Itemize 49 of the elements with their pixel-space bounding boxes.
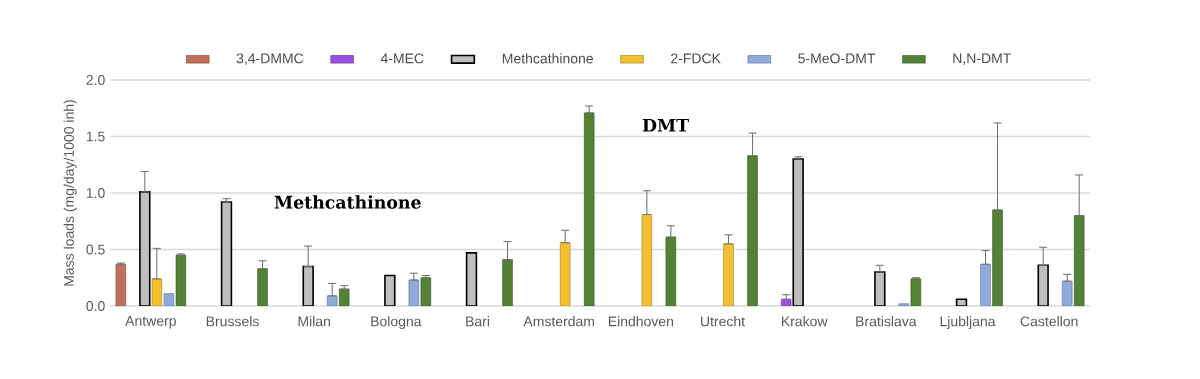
bar xyxy=(910,278,922,306)
bar xyxy=(980,263,991,306)
x-tick-label: Bratislava xyxy=(856,316,917,327)
bar xyxy=(747,155,758,306)
x-tick-label: Milan xyxy=(298,316,330,327)
x-tick-label: Bari xyxy=(466,316,490,327)
bar xyxy=(408,279,420,306)
y-tick-label: 0.5 xyxy=(86,244,105,255)
legend-label: N,N-DMT xyxy=(953,53,1011,65)
bar xyxy=(1061,280,1073,306)
bar xyxy=(338,288,350,306)
bar xyxy=(326,295,338,306)
bar xyxy=(898,303,910,306)
bar xyxy=(420,277,432,306)
bar xyxy=(139,191,151,306)
x-tick-label: Eindhoven xyxy=(608,316,673,327)
x-tick-label: Krakow xyxy=(781,316,828,327)
y-tick-label: 1.5 xyxy=(86,131,105,142)
legend-label: 5-MeO-DMT xyxy=(798,53,876,64)
x-tick-label: Brussels xyxy=(206,316,259,327)
bar xyxy=(1073,215,1085,306)
annotation: DMT xyxy=(642,118,689,132)
bar xyxy=(723,243,734,306)
bar xyxy=(175,254,187,306)
bar xyxy=(559,242,571,306)
bar xyxy=(502,259,513,306)
bar xyxy=(220,201,233,306)
x-tick-label: Castellon xyxy=(1020,316,1078,327)
bar xyxy=(151,278,163,306)
x-tick-label: Bologna xyxy=(371,316,422,330)
legend-label: Methcathinone xyxy=(502,53,593,64)
bar xyxy=(641,214,653,306)
x-tick-label: Utrecht xyxy=(701,316,745,327)
bar xyxy=(992,209,1003,306)
legend-label: 3,4-DMMC xyxy=(236,53,304,65)
bar xyxy=(163,293,175,306)
x-tick-label: Antwerp xyxy=(125,316,176,329)
annotation: Methcathinone xyxy=(274,195,421,209)
bar xyxy=(665,236,677,306)
x-tick-label: Ljubljana xyxy=(940,316,996,330)
y-axis-title: Mass loads (mg/day/1000 inh) xyxy=(63,100,77,286)
legend-label: 4-MEC xyxy=(380,53,424,64)
y-tick-label: 2.0 xyxy=(86,75,105,85)
y-tick-label: 0.0 xyxy=(86,301,105,311)
y-tick-label: 1.0 xyxy=(86,188,105,198)
bar xyxy=(583,112,595,306)
x-tick-label: Amsterdam xyxy=(523,316,595,327)
bar xyxy=(257,268,268,306)
legend-label: 2-FDCK xyxy=(671,53,721,64)
